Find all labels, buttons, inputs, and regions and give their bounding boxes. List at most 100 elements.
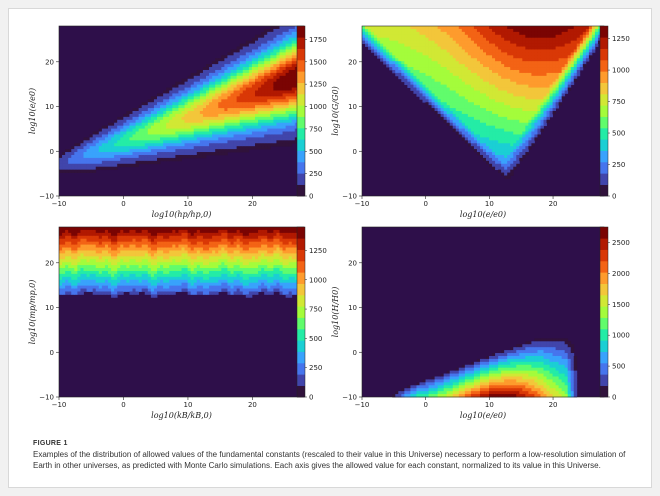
density-cell (431, 67, 435, 71)
density-cell (221, 111, 225, 115)
density-cell (446, 61, 451, 65)
density-cell (504, 58, 508, 62)
density-cell (440, 93, 445, 97)
density-cell (473, 75, 478, 80)
density-cell (62, 166, 66, 171)
density-cell (464, 116, 469, 121)
density-cell (80, 154, 84, 159)
density-cell (120, 163, 124, 168)
density-cell (132, 125, 136, 129)
density-cell (519, 108, 523, 112)
density-cell (401, 34, 405, 39)
density-cell (62, 232, 66, 237)
density-cell (461, 105, 466, 109)
density-cell (233, 149, 238, 153)
density-cell (230, 119, 234, 124)
density-cell (178, 93, 182, 97)
density-cell (86, 285, 91, 289)
density-cell (255, 102, 259, 106)
density-cell (270, 99, 274, 103)
density-cell (525, 81, 529, 86)
density-cell (74, 265, 78, 269)
density-cell (449, 90, 454, 94)
density-cell (273, 105, 277, 109)
density-cell (570, 81, 575, 86)
density-cell (135, 111, 140, 115)
density-cell (175, 128, 179, 132)
density-cell (501, 67, 505, 71)
density-cell (212, 75, 216, 80)
density-cell (129, 113, 133, 118)
density-cell (59, 262, 63, 266)
density-cell (101, 157, 106, 162)
density-cell (510, 125, 514, 129)
density-cell (239, 140, 244, 144)
density-cell (77, 241, 81, 245)
density-cell (510, 52, 514, 56)
density-cell (206, 119, 210, 124)
density-cell (193, 131, 198, 135)
density-cell (104, 227, 109, 231)
density-cell (273, 84, 277, 88)
density-cell (531, 61, 535, 65)
density-cell (224, 108, 228, 112)
density-cell (585, 40, 590, 44)
density-cell (570, 69, 575, 74)
density-cell (467, 134, 472, 138)
density-cell (71, 163, 75, 168)
density-cell (101, 285, 106, 289)
density-cell (227, 67, 231, 71)
density-cell (386, 52, 390, 56)
density-cell (190, 122, 195, 127)
density-cell (486, 157, 490, 162)
density-cell (440, 40, 445, 44)
density-cell (558, 67, 563, 71)
density-cell (525, 113, 529, 118)
density-cell (95, 229, 100, 234)
density-cell (525, 122, 529, 127)
density-cell (221, 146, 225, 150)
density-cell (218, 122, 222, 127)
density-cell (455, 75, 460, 80)
density-cell (157, 152, 161, 156)
density-cell (236, 119, 241, 124)
density-cell (258, 111, 262, 115)
density-cell (534, 111, 538, 115)
density-cell (172, 152, 176, 156)
density-cell (516, 116, 520, 121)
density-cell (264, 31, 268, 36)
density-cell (410, 40, 414, 44)
density-cell (273, 90, 277, 94)
density-cell (218, 128, 222, 132)
density-cell (117, 163, 121, 168)
density-cell (184, 93, 189, 97)
density-cell (543, 28, 547, 33)
density-cell (428, 55, 432, 59)
density-cell (172, 146, 176, 150)
density-cell (236, 52, 241, 56)
density-cell (199, 128, 204, 132)
density-cell (576, 67, 581, 71)
density-cell (570, 34, 575, 39)
density-cell (230, 49, 234, 53)
density-cell (150, 102, 155, 106)
density-cell (537, 105, 541, 109)
density-cell (522, 87, 526, 91)
density-cell (531, 55, 535, 59)
density-cell (95, 149, 100, 153)
density-cell (144, 125, 149, 129)
density-cell (233, 61, 238, 65)
density-cell (446, 111, 451, 115)
density-cell (98, 256, 103, 260)
density-cell (404, 28, 408, 33)
density-cell (261, 49, 265, 53)
density-cell (294, 31, 299, 36)
density-cell (458, 61, 463, 65)
density-cell (279, 75, 283, 80)
density-cell (233, 105, 238, 109)
density-cell (285, 31, 290, 36)
density-cell (504, 40, 508, 44)
density-cell (591, 26, 596, 30)
density-cell (160, 99, 164, 103)
density-cell (276, 137, 280, 141)
